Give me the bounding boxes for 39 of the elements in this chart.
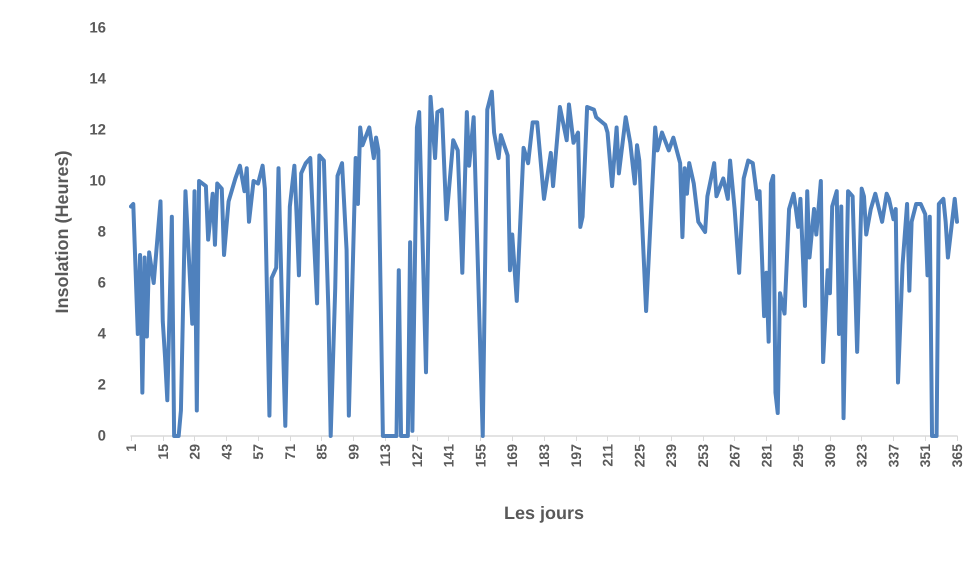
x-tick-label: 309: [822, 444, 838, 468]
x-tick-label: 183: [536, 444, 552, 468]
x-tick-label: 1: [123, 444, 139, 452]
y-tick-label: 6: [98, 274, 106, 292]
x-tick-label: 365: [949, 444, 965, 468]
y-tick-label: 4: [98, 326, 107, 342]
x-tick-label: 85: [314, 444, 330, 460]
x-tick-label: 337: [885, 444, 902, 468]
x-tick-label: 57: [250, 444, 266, 460]
x-tick-label: 197: [568, 444, 584, 468]
x-tick-label: 169: [504, 444, 520, 468]
x-tick-label: 113: [377, 444, 394, 467]
x-tick-label: 71: [282, 444, 298, 460]
x-tick-label: 211: [600, 444, 616, 467]
y-tick-label: 2: [98, 376, 106, 394]
x-tick-label: 351: [917, 444, 934, 468]
y-tick-label: 10: [89, 172, 106, 190]
x-tick-label: 43: [218, 444, 234, 460]
y-tick-label: 12: [89, 122, 106, 138]
x-tick-label: 281: [758, 444, 774, 468]
y-tick-label: 8: [98, 224, 106, 240]
y-tick-label: 16: [89, 20, 106, 36]
x-tick-label: 267: [726, 444, 743, 468]
line-series: [129, 90, 959, 438]
x-tick-label: 15: [154, 444, 171, 460]
x-tick-label: 225: [631, 444, 648, 468]
x-tick-label: 155: [472, 444, 488, 468]
y-axis-title: Insolation (Heures): [52, 150, 72, 314]
y-tick-label: 0: [98, 428, 106, 444]
x-tick-label: 127: [408, 444, 425, 468]
x-tick-label: 239: [663, 444, 680, 468]
x-tick-label: 323: [854, 444, 870, 468]
x-tick-label: 295: [790, 444, 806, 468]
x-tick-label: 253: [694, 444, 711, 468]
x-tick-label: 99: [345, 444, 362, 460]
x-axis-title: Les jours: [504, 503, 584, 523]
x-tick-label: 141: [440, 444, 457, 468]
y-tick-label: 14: [89, 70, 107, 88]
x-tick-label: 29: [186, 444, 203, 460]
